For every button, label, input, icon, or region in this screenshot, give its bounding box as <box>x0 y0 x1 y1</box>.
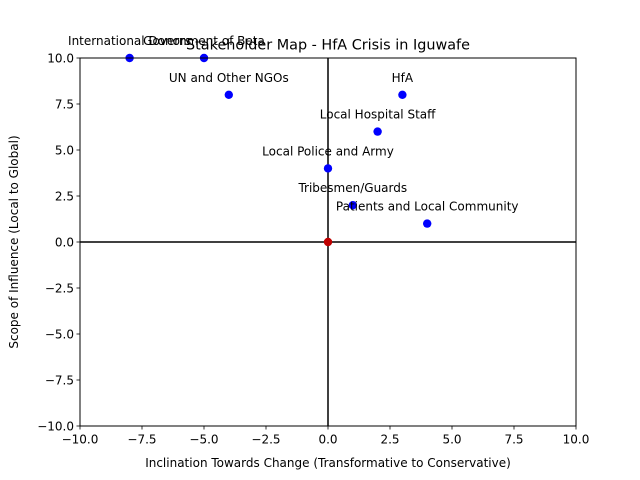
point-label: Local Police and Army <box>262 144 394 158</box>
point-label: HfA <box>392 71 414 85</box>
data-point <box>373 127 382 136</box>
x-tick-label: −2.5 <box>251 433 280 447</box>
point-label: Government of Beta <box>143 34 265 48</box>
y-axis-ticks: −10.0 −7.5 −5.0 −2.5 0.0 2.5 5.0 7.5 10.0 <box>37 51 80 433</box>
point-label: Patients and Local Community <box>336 200 519 214</box>
y-axis-label: Scope of Influence (Local to Global) <box>7 135 21 348</box>
y-tick-label: −2.5 <box>45 281 74 295</box>
y-tick-label: 7.5 <box>55 97 74 111</box>
y-tick-label: 0.0 <box>55 235 74 249</box>
y-tick-label: 10.0 <box>47 51 74 65</box>
data-point <box>398 90 407 100</box>
y-tick-label: −7.5 <box>45 373 74 387</box>
x-tick-label: −7.5 <box>127 433 156 447</box>
y-tick-label: 5.0 <box>55 143 74 157</box>
x-tick-label: 7.5 <box>504 433 523 447</box>
data-point <box>323 164 333 173</box>
x-tick-label: 10.0 <box>563 433 590 447</box>
x-tick-label: 0.0 <box>318 433 337 447</box>
data-point <box>348 201 357 210</box>
data-point <box>224 90 233 100</box>
x-tick-label: −10.0 <box>62 433 99 447</box>
point-label: Tribesmen/Guards <box>297 181 407 195</box>
x-tick-label: 5.0 <box>442 433 461 447</box>
y-tick-label: 2.5 <box>55 189 74 203</box>
data-points <box>125 53 432 247</box>
x-axis-label: Inclination Towards Change (Transformati… <box>145 456 511 470</box>
point-label: UN and Other NGOs <box>169 71 289 85</box>
point-label: International Donors <box>68 34 191 48</box>
data-point <box>423 219 432 228</box>
point-label: Local Hospital Staff <box>320 108 436 122</box>
y-tick-label: −10.0 <box>37 419 74 433</box>
chart-title: Stakeholder Map - HfA Crisis in Iguwafe <box>186 38 470 54</box>
y-tick-label: −5.0 <box>45 327 74 341</box>
x-tick-label: 2.5 <box>380 433 399 447</box>
x-tick-label: −5.0 <box>189 433 218 447</box>
origin-point <box>323 237 333 247</box>
x-axis-ticks: −10.0 −7.5 −5.0 −2.5 0.0 2.5 5.0 7.5 10.0 <box>62 426 590 447</box>
